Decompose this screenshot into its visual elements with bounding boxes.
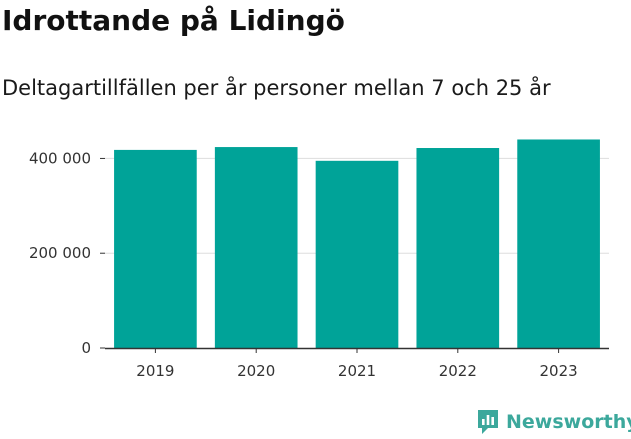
bar-2019 <box>114 149 197 348</box>
x-tick-label: 2022 <box>439 362 477 380</box>
brand-name: Newsworthy <box>506 410 631 433</box>
y-tick-label: 400 000 <box>29 149 91 167</box>
tick-labels: 0 200 000 400 000 2019 2020 2021 2022 2023 <box>29 149 578 380</box>
bars <box>114 139 600 348</box>
chart-title: Idrottande på Lidingö <box>2 4 345 37</box>
x-tick-label: 2020 <box>237 362 275 380</box>
bar-2023 <box>517 139 600 348</box>
bar-2021 <box>315 160 399 348</box>
chart-subtitle: Deltagartillfällen per år personer mella… <box>2 76 551 100</box>
x-tick-label: 2023 <box>540 362 578 380</box>
newsworthy-logo-icon <box>478 410 498 434</box>
y-tick-label: 0 <box>81 339 91 357</box>
bar-2020 <box>214 147 298 348</box>
x-tick-label: 2019 <box>136 362 174 380</box>
axes <box>100 157 609 353</box>
x-tick-label: 2021 <box>338 362 376 380</box>
y-tick-label: 200 000 <box>29 244 91 262</box>
bar-2022 <box>416 148 500 348</box>
newsworthy-logo: Newsworthy <box>476 408 631 435</box>
